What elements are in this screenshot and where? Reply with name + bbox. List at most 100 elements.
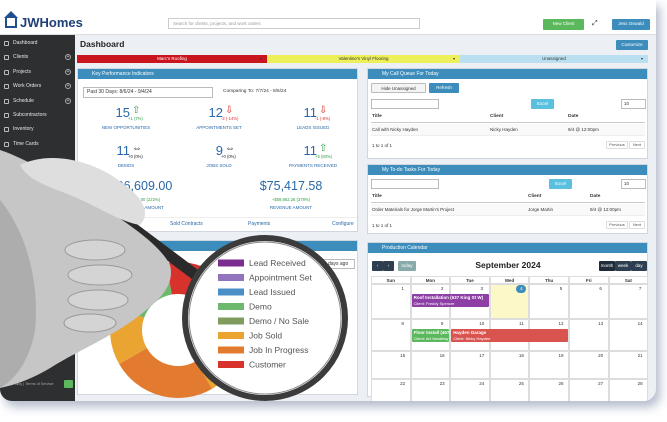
sidebar-icon — [4, 141, 9, 147]
panel-header: My To-do Tasks For Today — [368, 165, 647, 175]
sidebar-item[interactable]: Time Cards — [13, 140, 39, 147]
day-number: 15 — [400, 353, 406, 358]
search-input[interactable] — [371, 99, 439, 109]
excel-button[interactable]: Excel — [549, 179, 572, 189]
hide-button[interactable]: Hide Unassigned — [371, 83, 426, 93]
table-header-rule — [371, 202, 645, 203]
sidebar-item[interactable]: Projects — [13, 68, 32, 75]
next-button[interactable]: Next — [629, 221, 645, 229]
row-count: 1 to 1 of 1 — [372, 223, 393, 228]
day-cell — [608, 379, 649, 401]
legend-swatch — [218, 361, 244, 368]
hand-finger — [63, 313, 117, 333]
sidebar-item[interactable]: Dashboard — [13, 40, 38, 46]
excel-button[interactable]: Excel — [531, 99, 554, 109]
sidebar-icon — [4, 69, 9, 75]
day-number: 13 — [598, 321, 604, 326]
search-input[interactable] — [371, 179, 439, 189]
day-cell — [410, 379, 451, 401]
legend-swatch — [218, 274, 244, 281]
calendar-event[interactable]: Hayden Garage Client: Nicky Hayden — [451, 329, 568, 342]
sidebar-icon — [4, 113, 9, 118]
view-button[interactable]: month — [599, 261, 615, 271]
event-client: Client: Nicky Hayden — [453, 336, 491, 341]
brand: JWHomes — [20, 15, 83, 30]
day-number: 26 — [558, 381, 564, 386]
metric-value: 11 — [303, 105, 318, 120]
metric-label: JOBS SOLD — [206, 163, 232, 168]
next-button[interactable]: Next — [629, 141, 645, 149]
day-cell — [489, 351, 530, 379]
calendar-event[interactable]: Roof Installation (637 King St W) Client:… — [411, 294, 489, 307]
crew-bar[interactable]: Valentine's Vinyl Flooring — [267, 55, 460, 63]
panel-link[interactable]: Sold Contracts — [170, 221, 203, 227]
hand-finger — [67, 264, 133, 286]
sidebar-icon — [4, 84, 9, 90]
user-button[interactable]: Jess Oswald — [612, 19, 650, 30]
page-size-select[interactable]: 10 — [621, 179, 646, 189]
day-header: Fri — [569, 276, 609, 284]
search-box[interactable]: Search for clients, projects, and work o… — [168, 18, 420, 29]
lens-rim — [188, 241, 342, 395]
panel-header — [78, 241, 357, 251]
trend-arrow: ⇔ — [132, 143, 142, 154]
day-number: 17 — [479, 353, 485, 358]
view-button[interactable]: day — [631, 261, 647, 271]
sidebar-item[interactable]: Work Orders — [13, 83, 42, 90]
customize-button[interactable]: Customize — [616, 40, 648, 50]
day-cell — [608, 319, 649, 351]
metric-label: NEW OPPORTUNITIES — [101, 125, 151, 130]
previous-button[interactable]: Previous — [606, 221, 628, 229]
range-select[interactable]: Past 30 Days: 8/6/24 - 9/4/24 — [83, 87, 213, 98]
expand-plus: + — [65, 97, 71, 104]
today-button[interactable]: today — [398, 261, 416, 271]
day-header: Thu — [529, 276, 569, 284]
metric-change: -2 (-14%) — [221, 116, 239, 121]
day-cell — [608, 284, 649, 319]
next-button[interactable]: › — [383, 261, 394, 271]
crew-bar[interactable]: Unassigned — [460, 55, 648, 63]
metric-value: 11 — [116, 143, 131, 158]
logo-roof — [4, 11, 18, 18]
view-button[interactable]: week — [615, 261, 631, 271]
amount-value: $75,417.58 — [259, 179, 323, 193]
sidebar-item[interactable]: Inventory — [13, 126, 34, 133]
sidebar-footer[interactable]: User Policy | Terms of Service — [3, 382, 54, 386]
day-cell — [608, 351, 649, 379]
panel-link[interactable]: Configure — [332, 221, 354, 227]
legend-label: Lead Received — [249, 258, 306, 268]
panel-link[interactable]: Payments — [248, 221, 271, 227]
prev-button[interactable]: ‹ — [372, 261, 383, 271]
sidebar-item[interactable]: Subcontractors — [13, 112, 47, 118]
day-number: 3 — [480, 286, 484, 291]
day-cell — [371, 351, 411, 379]
calendar-event[interactable]: Floor Install (467 Client: Art Vandelay — [411, 329, 450, 342]
day-number: 5 — [559, 286, 563, 291]
refresh-button[interactable]: Refresh — [429, 83, 459, 93]
sidebar-toggle — [64, 380, 73, 388]
crew-caret: ▾ — [453, 56, 456, 61]
metric-value: 9 — [215, 143, 223, 158]
column-header: Title — [372, 114, 382, 119]
kpi-panel: Key Performance Indicators Past 30 Days: … — [77, 68, 358, 232]
metric-label: LEADS ISSUED — [296, 125, 330, 130]
page-size-select[interactable]: 10 — [621, 99, 646, 109]
previous-button[interactable]: Previous — [606, 141, 628, 149]
day-cell — [450, 351, 490, 379]
comparing-text: Comparing To: 7/7/24 - 8/5/24 — [223, 89, 287, 94]
hand-finger — [64, 239, 126, 261]
metric-label: PAYMENTS RECEIVED — [288, 163, 338, 168]
day-number: 12 — [558, 321, 564, 326]
sidebar-item[interactable]: Clients — [13, 54, 29, 61]
sidebar-item[interactable]: Schedule — [13, 97, 34, 104]
day-cell — [371, 319, 411, 351]
day-number: 25 — [518, 381, 524, 386]
metric-value: 11 — [303, 143, 318, 158]
new-client-button[interactable]: New Client — [543, 19, 584, 30]
legend-swatch — [218, 332, 244, 339]
metric-change: +0 (0%) — [221, 154, 236, 159]
crew-bar[interactable]: Marc's Roofing — [77, 55, 267, 63]
legend-label: Job Sold — [249, 331, 282, 341]
day-number: 8 — [401, 321, 404, 326]
